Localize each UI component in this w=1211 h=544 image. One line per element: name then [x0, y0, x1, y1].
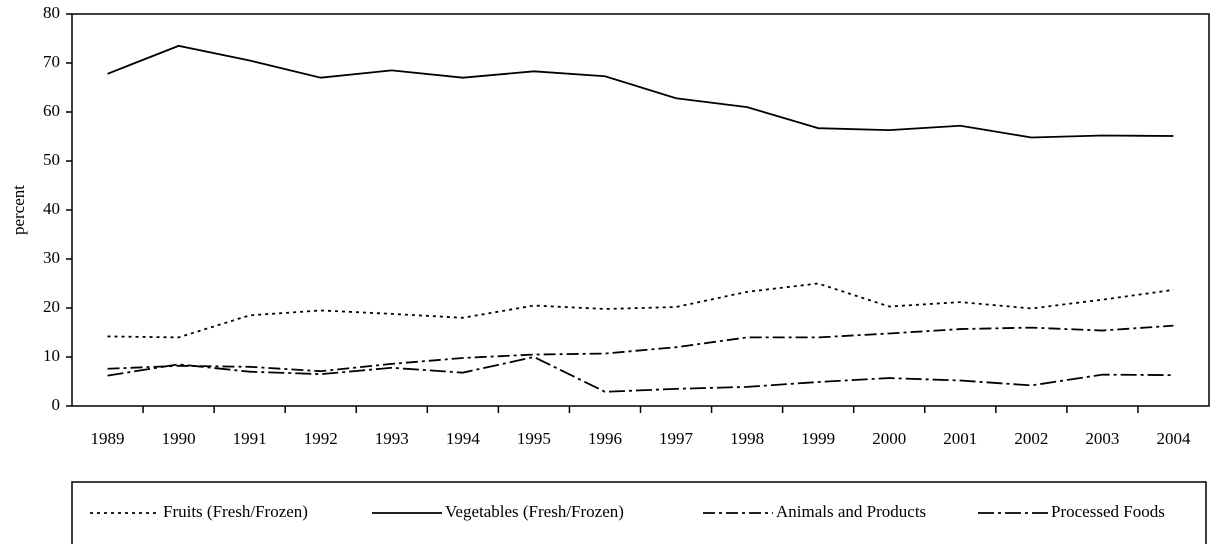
- y-tick-label: 50: [43, 150, 60, 169]
- x-tick-label: 2000: [872, 429, 906, 448]
- series-line: [107, 44, 1174, 139]
- y-tick-label: 80: [43, 3, 60, 22]
- x-tick-label: 1996: [588, 429, 622, 448]
- y-tick-label: 40: [43, 199, 60, 218]
- y-tick-label: 0: [52, 395, 61, 414]
- legend-label: Fruits (Fresh/Frozen): [163, 502, 308, 521]
- plot-frame: [71, 13, 1210, 407]
- y-tick-label: 20: [43, 297, 60, 316]
- legend-box: [71, 481, 1207, 544]
- x-tick-label: 1990: [162, 429, 196, 448]
- x-tick-label: 1998: [730, 429, 764, 448]
- x-tick-label: 1994: [446, 429, 481, 448]
- x-tick-label: 1993: [375, 429, 409, 448]
- x-tick-label: 1999: [801, 429, 835, 448]
- x-tick-label: 1995: [517, 429, 551, 448]
- x-tick-label: 2004: [1156, 429, 1191, 448]
- series-line: [107, 282, 1174, 339]
- x-tick-label: 2001: [943, 429, 977, 448]
- x-tick-label: 1992: [304, 429, 338, 448]
- x-tick-label: 1997: [659, 429, 694, 448]
- x-tick-label: 2003: [1085, 429, 1119, 448]
- x-tick-label: 2002: [1014, 429, 1048, 448]
- legend-label: Animals and Products: [776, 502, 926, 521]
- y-tick-label: 30: [43, 248, 60, 267]
- legend-label: Processed Foods: [1051, 502, 1165, 521]
- x-tick-label: 1989: [91, 429, 125, 448]
- y-axis-label: percent: [9, 185, 28, 235]
- y-tick-label: 60: [43, 101, 60, 120]
- y-tick-label: 10: [43, 346, 60, 365]
- series-line: [107, 324, 1174, 373]
- series-line: [107, 356, 1174, 393]
- legend-label: Vegetables (Fresh/Frozen): [445, 502, 624, 521]
- x-tick-label: 1991: [233, 429, 267, 448]
- y-tick-label: 70: [43, 52, 60, 71]
